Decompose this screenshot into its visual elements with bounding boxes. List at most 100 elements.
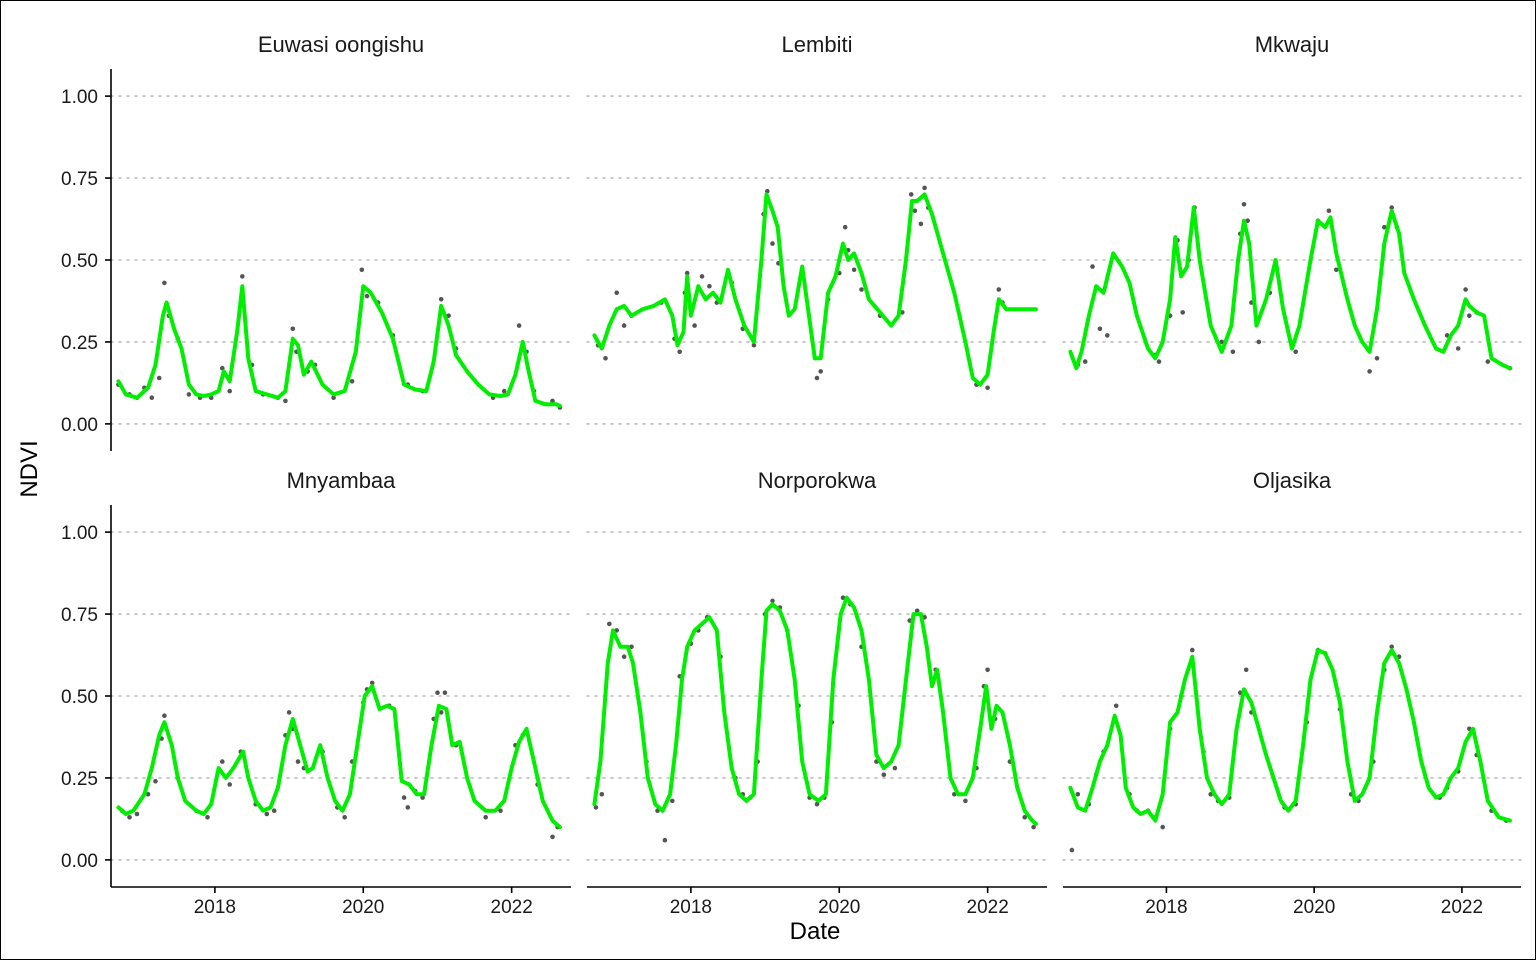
ndvi-point	[985, 667, 990, 673]
y-tick-label: 1.00	[61, 87, 98, 108]
ndvi-point	[814, 375, 820, 381]
ndvi-point	[751, 342, 757, 348]
ndvi-point	[438, 297, 444, 302]
x-tick-label: 2020	[818, 897, 860, 918]
ndvi-point	[438, 710, 444, 715]
ndvi-point	[1455, 346, 1461, 351]
x-tick-label: 2020	[1293, 897, 1335, 918]
ndvi-point	[1090, 264, 1095, 269]
ndvi-point	[1326, 208, 1332, 214]
ndvi-smooth-line	[116, 284, 562, 408]
ndvi-point	[369, 680, 375, 686]
panel-title: Lembiti	[782, 32, 853, 57]
ndvi-point	[814, 801, 820, 807]
panel-title: Euwasi oongishu	[258, 32, 424, 57]
panel-2: Lembiti	[586, 32, 1048, 425]
ndvi-point	[842, 224, 848, 230]
panel-5: Norporokwa 2018 2020 2022	[586, 468, 1048, 918]
ndvi-point	[607, 621, 612, 627]
panel-title: Mkwaju	[1255, 32, 1330, 57]
ndvi-point	[401, 795, 407, 800]
ndvi-point	[162, 713, 167, 718]
ndvi-point	[881, 772, 887, 777]
x-tick-label: 2018	[194, 897, 236, 918]
y-tick-label: 0.50	[61, 687, 98, 708]
ndvi-smooth-line	[1068, 648, 1512, 823]
ndvi-point	[405, 805, 411, 810]
ndvi-point	[283, 398, 288, 404]
ndvi-point	[1382, 224, 1387, 230]
ndvi-point	[227, 782, 232, 787]
ndvi-point	[1190, 647, 1195, 653]
ndvi-point	[1334, 267, 1339, 273]
panel-title: Oljasika	[1253, 468, 1332, 493]
panel-1: Euwasi oongishu 0.00 0.25 0.50 0.75 1.00	[61, 32, 572, 451]
ndvi-point	[290, 326, 296, 332]
panel-6: Oljasika 2018 2020 2022	[1062, 468, 1522, 918]
ndvi-point	[770, 241, 775, 246]
ndvi-point	[629, 644, 634, 650]
ndvi-point	[516, 323, 522, 328]
ndvi-point	[770, 598, 775, 604]
ndvi-point	[1156, 359, 1162, 364]
ndvi-point	[220, 365, 225, 371]
ndvi-point	[442, 690, 448, 695]
ndvi-point	[145, 792, 151, 797]
ndvi-point	[483, 815, 489, 820]
ndvi-point	[153, 778, 158, 784]
ndvi-point	[1075, 792, 1081, 797]
panels-layer: Euwasi oongishu 0.00 0.25 0.50 0.75 1.00 Lembi…	[61, 32, 1522, 918]
ndvi-point	[692, 323, 697, 328]
ndvi-point	[501, 388, 507, 394]
ndvi-point	[1160, 824, 1165, 830]
ndvi-point	[765, 188, 770, 194]
ndvi-point	[349, 379, 355, 384]
ndvi-point	[498, 808, 503, 813]
ndvi-point	[1180, 310, 1185, 315]
ndvi-point	[851, 267, 857, 273]
ndvi-point	[1105, 333, 1110, 338]
ndvi-point	[1256, 339, 1262, 345]
y-tick-label: 0.25	[61, 769, 98, 790]
ndvi-point	[1467, 313, 1472, 319]
ndvi-smooth-line	[116, 684, 562, 830]
ndvi-point	[1374, 356, 1380, 361]
ndvi-point	[603, 356, 608, 361]
ndvi-point	[699, 274, 705, 279]
ndvi-point	[127, 815, 132, 820]
ndvi-point	[1230, 349, 1236, 355]
ndvi-point	[550, 398, 555, 404]
ndvi-point	[1463, 287, 1468, 292]
ndvi-point	[1367, 369, 1372, 374]
ndvi-point	[707, 283, 712, 289]
ndvi-point	[684, 270, 690, 276]
ndvi-point	[818, 369, 823, 374]
y-tick-label: 0.75	[61, 169, 98, 190]
ndvi-point	[912, 208, 918, 214]
ndvi-point	[271, 808, 277, 813]
ndvi-point	[614, 290, 619, 296]
ndvi-point	[922, 185, 927, 191]
ndvi-point	[550, 834, 555, 840]
x-tick-label: 2022	[491, 897, 533, 918]
ndvi-point	[186, 392, 192, 397]
ndvi-point	[1243, 667, 1249, 673]
ndvi-point	[918, 221, 924, 227]
panel-4: Mnyambaa 0.00 0.25 0.50 0.75 1.00 2018 2020 2022	[61, 468, 572, 918]
ndvi-point	[1485, 359, 1491, 364]
ndvi-point	[264, 811, 270, 817]
x-tick-label: 2018	[1145, 897, 1187, 918]
ndvi-point	[859, 287, 864, 292]
ndvi-point	[1082, 359, 1088, 364]
ndvi-point	[1245, 218, 1250, 223]
ndvi-point	[446, 313, 451, 319]
ndvi-point	[342, 815, 348, 820]
ndvi-point	[359, 267, 365, 273]
ndvi-point	[599, 792, 605, 797]
x-tick-label: 2018	[670, 897, 712, 918]
ndvi-point	[677, 349, 682, 355]
ndvi-point	[985, 385, 990, 391]
ndvi-point	[593, 805, 599, 810]
ndvi-point	[205, 815, 210, 820]
ndvi-point	[1389, 205, 1394, 210]
